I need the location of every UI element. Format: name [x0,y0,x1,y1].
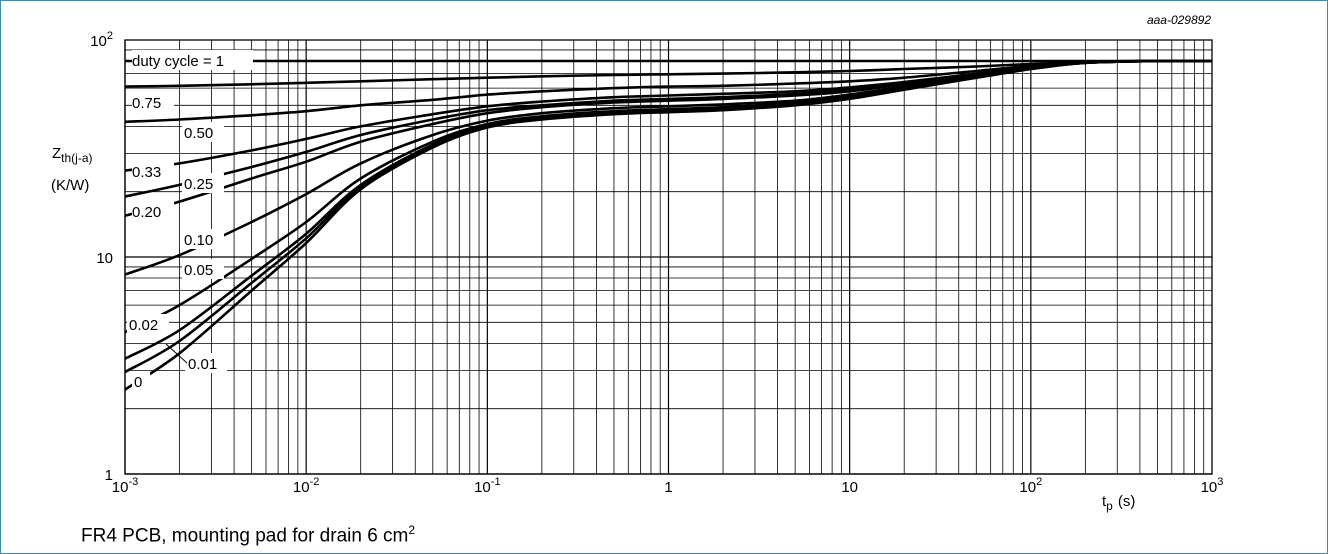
y-tick-label: 10 [96,250,113,267]
figure-id: aaa-029892 [1147,13,1211,27]
x-tick-label: 10-3 [112,476,138,496]
y-tick-labels: 1 10 102 [90,30,113,484]
y-tick-label: 1 [105,467,113,484]
x-tick-label: 10 [841,479,858,496]
figure-caption: FR4 PCB, mounting pad for drain 6 cm2 [81,523,416,547]
x-tick-label: 10-2 [293,476,319,496]
series-label-1: duty cycle = 1 [132,53,224,70]
x-tick-label: 102 [1019,476,1042,496]
series-label-bg [185,353,227,373]
series-label-0.20: 0.20 [132,204,161,221]
series-label-bg [132,92,174,112]
plot-frame [124,39,1213,475]
x-tick-label: 10-1 [474,476,500,496]
series-label-bg [132,161,174,181]
series-labels: duty cycle = 1 0.75 0.50 0.33 0.25 0.20 0.10 0.… [127,50,253,391]
x-axis-label: tp (s) [1102,493,1135,513]
series-label-0.05: 0.05 [184,262,213,279]
series-label-bg [182,259,224,279]
y-axis-label: Zth(j-a) [52,145,93,165]
x-tick-label: 103 [1201,476,1224,496]
series-label-bg [132,50,253,70]
series-label-0.25: 0.25 [184,176,213,193]
series-label-0.50: 0.50 [184,125,213,142]
series-label-bg [132,371,150,391]
series-label-0.02: 0.02 [129,317,158,334]
series-label-bg [182,173,224,193]
series-label-0.10: 0.10 [184,232,213,249]
curve-0 [124,59,1213,391]
series-label-0.01: 0.01 [188,356,217,373]
series-label-bg [182,229,224,249]
series-label-bg [127,314,169,334]
y-tick-label: 102 [90,30,113,50]
series-label-bg [132,201,174,221]
series-label-0: 0 [134,374,142,391]
curve-0.75 [124,59,1213,88]
curves [124,59,1213,391]
series-label-bg [182,122,224,142]
y-axis-unit: (K/W) [51,177,89,194]
x-tick-label: 1 [664,479,672,496]
series-label-0.75: 0.75 [132,95,161,112]
series-label-0.33: 0.33 [132,164,161,181]
x-tick-labels: 10-3 10-2 10-1 1 10 102 103 [112,476,1224,496]
leader-line-0.01 [165,343,188,364]
